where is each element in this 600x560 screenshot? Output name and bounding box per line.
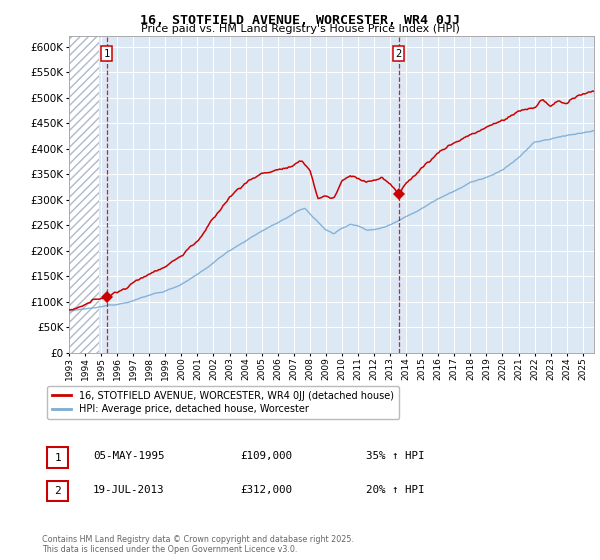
Text: 05-MAY-1995: 05-MAY-1995	[93, 451, 164, 461]
FancyBboxPatch shape	[47, 447, 68, 468]
Text: 20% ↑ HPI: 20% ↑ HPI	[366, 485, 425, 495]
FancyBboxPatch shape	[47, 481, 68, 501]
Text: 19-JUL-2013: 19-JUL-2013	[93, 485, 164, 495]
Legend: 16, STOTFIELD AVENUE, WORCESTER, WR4 0JJ (detached house), HPI: Average price, d: 16, STOTFIELD AVENUE, WORCESTER, WR4 0JJ…	[47, 386, 399, 419]
Text: 35% ↑ HPI: 35% ↑ HPI	[366, 451, 425, 461]
Text: Price paid vs. HM Land Registry's House Price Index (HPI): Price paid vs. HM Land Registry's House …	[140, 24, 460, 34]
Text: £312,000: £312,000	[240, 485, 292, 495]
Text: 1: 1	[104, 49, 110, 59]
Text: £109,000: £109,000	[240, 451, 292, 461]
Text: Contains HM Land Registry data © Crown copyright and database right 2025.
This d: Contains HM Land Registry data © Crown c…	[42, 535, 354, 554]
Text: 2: 2	[395, 49, 402, 59]
Text: 1: 1	[54, 452, 61, 463]
Text: 2: 2	[54, 486, 61, 496]
Text: 16, STOTFIELD AVENUE, WORCESTER, WR4 0JJ: 16, STOTFIELD AVENUE, WORCESTER, WR4 0JJ	[140, 14, 460, 27]
